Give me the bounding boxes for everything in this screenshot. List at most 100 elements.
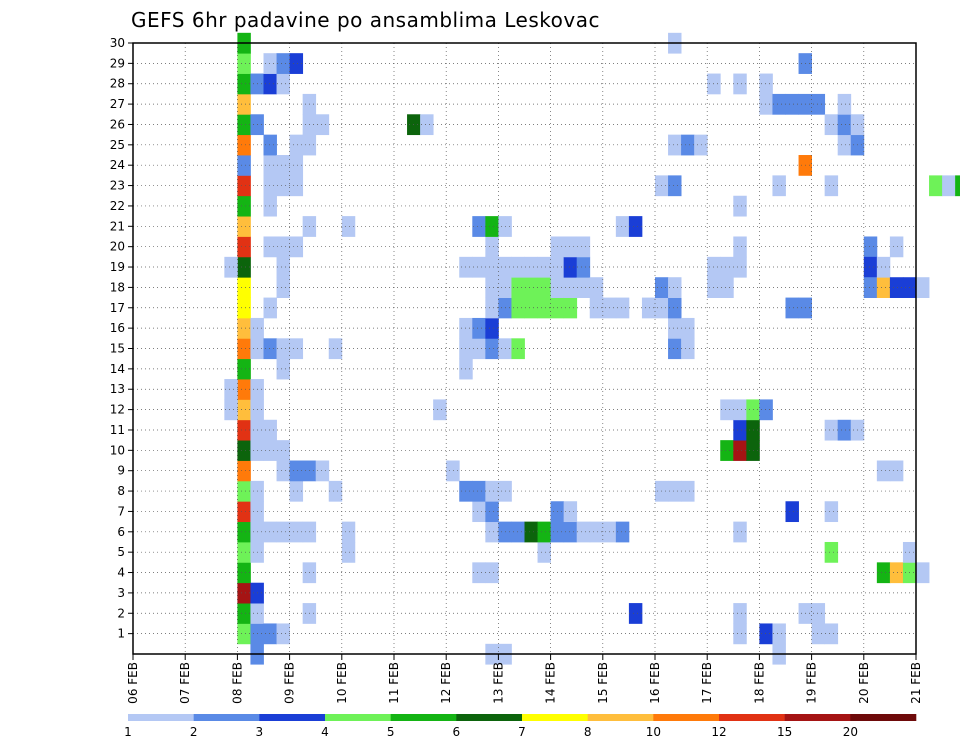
heatmap-cell: [263, 297, 277, 319]
heatmap-cell: [237, 277, 251, 298]
heatmap-cell: [263, 419, 277, 441]
heatmap-cell: [511, 338, 525, 360]
colorbar-segment: [390, 714, 457, 721]
colorbar-label: 1: [124, 725, 132, 739]
heatmap-cell: [511, 297, 525, 319]
heatmap-cell: [472, 480, 486, 502]
x-tick-label: 08 FEB: [230, 662, 244, 704]
heatmap-cell: [237, 338, 251, 360]
heatmap-cell: [315, 460, 330, 482]
heatmap-cell: [628, 603, 643, 624]
heatmap-cell: [668, 338, 682, 360]
heatmap-cell: [263, 236, 277, 258]
heatmap-cell: [759, 73, 773, 95]
x-tick-label: 06 FEB: [126, 662, 140, 704]
y-axis-ticks: 1234567891011121314151617181920212223242…: [110, 36, 133, 641]
y-tick-label: 25: [110, 138, 125, 152]
heatmap-cell: [733, 256, 747, 278]
heatmap-cell: [837, 134, 852, 156]
heatmap-cell: [720, 440, 734, 461]
heatmap-cell: [863, 236, 878, 258]
heatmap-cell: [824, 623, 839, 645]
heatmap-cell: [785, 93, 799, 115]
heatmap-cell: [668, 175, 682, 197]
y-tick-label: 26: [110, 117, 125, 131]
heatmap-cell: [341, 521, 356, 543]
heatmap-cell: [485, 317, 499, 339]
heatmap-cell: [876, 277, 891, 298]
x-tick-label: 16 FEB: [648, 662, 662, 704]
heatmap-cell: [694, 134, 708, 156]
x-tick-label: 13 FEB: [491, 662, 505, 704]
heatmap-cell: [276, 73, 290, 95]
heatmap-cell: [485, 562, 499, 584]
heatmap-cell: [942, 175, 956, 197]
colorbar-label: 15: [777, 725, 792, 739]
heatmap-cell: [668, 134, 682, 156]
heatmap-cell: [759, 93, 773, 115]
y-tick-label: 8: [117, 484, 125, 498]
heatmap-cell: [537, 256, 551, 278]
heatmap-cell: [276, 53, 290, 74]
heatmap-cell: [576, 236, 591, 258]
heatmap-cell: [263, 73, 277, 95]
heatmap-cell: [263, 440, 277, 461]
x-axis-ticks: 06 FEB 07 FEB 08 FEB 09 FEB 10 FEB 11 FEB 12 F…: [126, 654, 923, 704]
colorbar-segment: [325, 714, 391, 721]
heatmap-cell: [289, 53, 304, 74]
heatmap-cell: [237, 73, 251, 95]
heatmap-cell: [955, 175, 960, 197]
x-tick-label: 11 FEB: [387, 662, 401, 704]
x-tick-label: 20 FEB: [857, 662, 871, 704]
heatmap-cell: [668, 277, 682, 298]
heatmap-cell: [576, 521, 591, 543]
heatmap-cell: [668, 480, 682, 502]
heatmap-cell: [263, 623, 277, 645]
heatmap-cell: [511, 256, 525, 278]
heatmap-cell: [615, 216, 630, 237]
heatmap-cell: [237, 562, 251, 584]
y-tick-label: 10: [110, 443, 125, 457]
heatmap-cell: [237, 603, 251, 624]
heatmap-cell: [472, 256, 486, 278]
heatmap-cell: [237, 399, 251, 421]
heatmap-cell: [772, 93, 786, 115]
heatmap-cell: [237, 236, 251, 258]
heatmap-cell: [276, 236, 290, 258]
x-tick-label: 15 FEB: [596, 662, 610, 704]
heatmap-cell: [276, 623, 290, 645]
heatmap-cell: [276, 155, 290, 176]
colorbar-segment: [784, 714, 851, 721]
heatmap-cell: [237, 317, 251, 339]
y-tick-label: 20: [110, 240, 125, 254]
heatmap-cell: [720, 256, 734, 278]
colorbar-label: 6: [453, 725, 461, 739]
colorbar-segment: [456, 714, 523, 721]
heatmap-cell: [263, 338, 277, 360]
x-tick-label: 07 FEB: [178, 662, 192, 704]
heatmap-cell: [511, 277, 525, 298]
heatmap-cell: [889, 562, 904, 584]
heatmap-cell: [289, 338, 304, 360]
heatmap-cell: [889, 460, 904, 482]
colorbar-label: 5: [387, 725, 395, 739]
heatmap-cell: [289, 155, 304, 176]
colorbar-segment: [850, 714, 917, 721]
y-tick-label: 12: [110, 403, 125, 417]
heatmap-cell: [341, 216, 356, 237]
heatmap-cell: [824, 419, 839, 441]
heatmap-cell: [237, 521, 251, 543]
heatmap-cell: [837, 93, 852, 115]
heatmap-cell: [576, 256, 591, 278]
y-tick-label: 3: [117, 586, 125, 600]
heatmap-cell: [263, 195, 277, 217]
heatmap-cell: [446, 460, 460, 482]
heatmap-cell: [485, 521, 499, 543]
y-tick-label: 17: [110, 301, 125, 315]
heatmap-cell: [668, 317, 682, 339]
heatmap-cell: [733, 440, 747, 461]
heatmap-cell: [537, 277, 551, 298]
x-tick-label: 17 FEB: [700, 662, 714, 704]
heatmap-cell: [733, 399, 747, 421]
heatmap-cell: [485, 277, 499, 298]
